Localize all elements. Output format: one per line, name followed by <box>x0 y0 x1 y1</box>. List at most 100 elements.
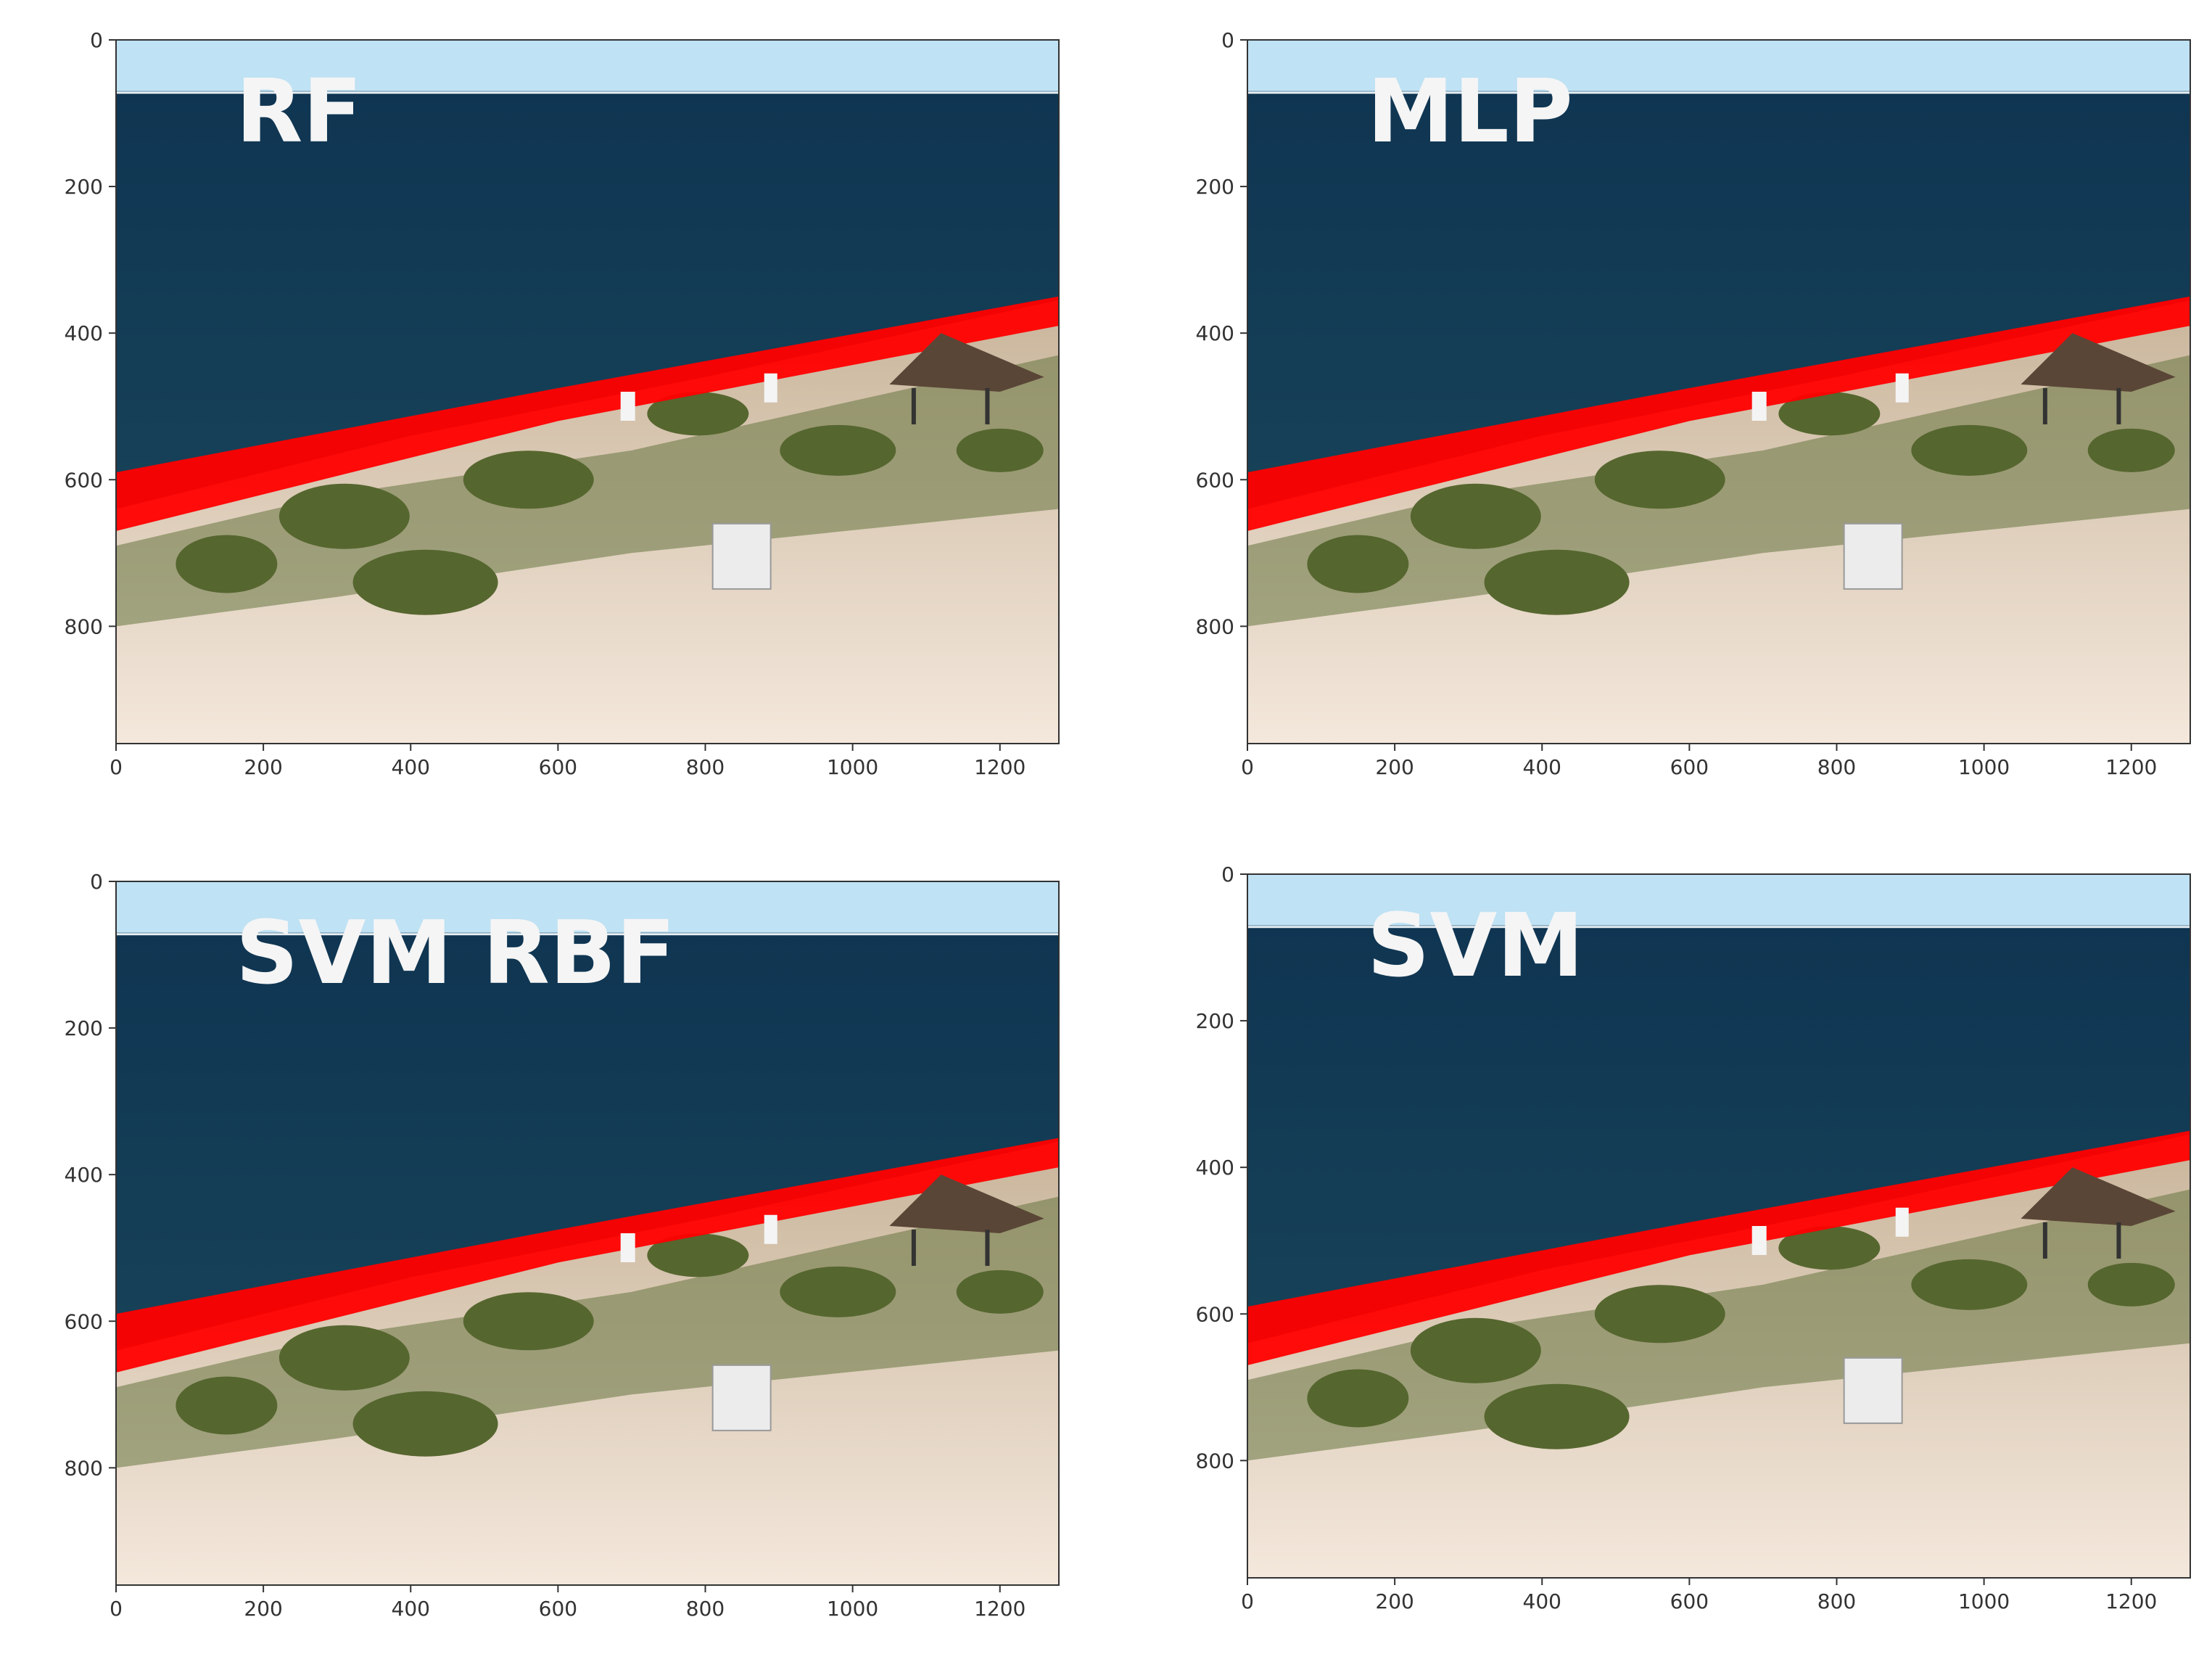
x-tick-label: 400 <box>392 1597 430 1621</box>
y-tick-label: 200 <box>65 175 103 199</box>
bush <box>176 535 278 593</box>
x-tick-label: 1200 <box>974 1597 1025 1621</box>
panel-svg: 0 200 400 600 800 1000 1200 0 200 400 600 800 SVM <box>1196 863 2191 1613</box>
x-tick-label: 0 <box>110 755 123 779</box>
x-tick-label: 0 <box>1241 755 1254 779</box>
x-tick-label: 600 <box>539 1597 577 1621</box>
hut-post <box>911 387 916 424</box>
panel-label: MLP <box>1367 62 1573 162</box>
x-tick-label: 1000 <box>1958 755 2010 779</box>
y-tick-label: 200 <box>1196 175 1234 199</box>
y-tick-label: 400 <box>1196 321 1234 345</box>
panel-label: SVM <box>1367 896 1584 997</box>
x-tick-label: 800 <box>686 1597 725 1621</box>
x-tick-label: 1000 <box>827 755 878 779</box>
axes-frame <box>115 881 1060 1586</box>
white-box <box>711 522 772 590</box>
hut-roof <box>2021 333 2176 392</box>
x-tick-label: 600 <box>1670 755 1709 779</box>
x-tick-label: 0 <box>110 1597 123 1621</box>
hut-post <box>2116 387 2121 424</box>
x-tick-label: 800 <box>1817 1589 1856 1613</box>
bush <box>352 549 498 615</box>
y-tick-label: 0 <box>90 870 103 894</box>
axes-frame <box>115 39 1060 744</box>
post-marker <box>1895 1207 1909 1237</box>
y-tick-label: 800 <box>65 614 103 638</box>
sky <box>116 881 1059 937</box>
sky <box>1247 874 2190 929</box>
panel-label: RF <box>236 62 362 162</box>
panel-svg: 0 200 400 600 800 1000 1200 0 200 400 600 800 SVM RB… <box>65 870 1060 1621</box>
hut-post <box>985 1229 990 1266</box>
x-tick-label: 0 <box>1241 1589 1254 1613</box>
y-tick-label: 800 <box>65 1456 103 1480</box>
bush <box>956 1270 1044 1314</box>
segmentation-band <box>116 296 1059 531</box>
x-tick-label: 1000 <box>827 1597 878 1621</box>
white-box <box>711 1364 772 1431</box>
bush <box>1911 1259 2028 1310</box>
x-tick-label: 400 <box>1523 1589 1561 1613</box>
hut-roof <box>889 1174 1044 1233</box>
bush <box>1410 483 1541 549</box>
bush <box>2087 428 2175 472</box>
x-tick-label: 1200 <box>2105 1589 2157 1613</box>
bush <box>278 483 410 549</box>
bush <box>1484 1383 1630 1449</box>
sky <box>116 40 1059 95</box>
bush <box>1778 1226 1881 1270</box>
x-tick-label: 800 <box>686 755 725 779</box>
panel-svg: 0 200 400 600 800 1000 1200 0 200 400 600 800 MLP <box>1196 28 2191 779</box>
segmentation-band <box>1247 296 2190 531</box>
panel-svg: 0 200 400 600 800 1000 1200 0 200 400 600 800 RF <box>65 28 1060 779</box>
post-marker <box>1751 392 1767 421</box>
hut-post <box>2116 1222 2121 1259</box>
panel-svm-rbf: 0 200 400 600 800 1000 1200 0 200 400 600 800 SVM RB… <box>0 842 1088 1654</box>
y-tick-label: 200 <box>1196 1009 1234 1033</box>
axes-frame <box>1247 873 2191 1579</box>
bush <box>647 1233 749 1277</box>
segmentation-band <box>1247 1130 2190 1365</box>
y-tick-label: 600 <box>65 468 103 492</box>
post-marker <box>620 392 635 421</box>
y-tick-label: 600 <box>1196 468 1234 492</box>
x-tick-label: 600 <box>1670 1589 1709 1613</box>
bush <box>780 424 896 476</box>
bush <box>1594 450 1725 509</box>
x-tick-label: 600 <box>539 755 577 779</box>
y-tick-label: 0 <box>1221 28 1234 52</box>
bush <box>1484 549 1630 615</box>
bush <box>463 1292 594 1351</box>
y-tick-label: 0 <box>1221 863 1234 886</box>
post-marker <box>764 1214 777 1244</box>
hut-post <box>911 1229 916 1266</box>
panel-label: SVM RBF <box>236 903 675 1004</box>
panel-mlp: 0 200 400 600 800 1000 1200 0 200 400 600 800 MLP <box>1131 0 2212 812</box>
bush <box>278 1325 410 1391</box>
bush <box>956 428 1044 472</box>
y-tick-label: 400 <box>1196 1156 1234 1180</box>
photo <box>1247 40 2190 744</box>
y-tick-label: 200 <box>65 1016 103 1040</box>
x-tick-label: 200 <box>244 1597 282 1621</box>
bush <box>1911 424 2028 476</box>
bush <box>1307 1369 1409 1428</box>
bush <box>1410 1317 1541 1383</box>
y-tick-label: 0 <box>90 28 103 52</box>
post-marker <box>620 1233 635 1262</box>
photo <box>1247 874 2190 1578</box>
y-tick-label: 800 <box>1196 614 1234 638</box>
post-marker <box>1751 1226 1767 1255</box>
x-tick-label: 1200 <box>974 755 1025 779</box>
bush <box>463 450 594 509</box>
bush <box>1594 1285 1725 1344</box>
x-tick-label: 200 <box>1375 1589 1414 1613</box>
x-tick-label: 200 <box>244 755 282 779</box>
y-tick-label: 400 <box>65 321 103 345</box>
hut-roof <box>2021 1167 2176 1226</box>
hut-post <box>2042 387 2047 424</box>
y-tick-label: 800 <box>1196 1449 1234 1473</box>
hut-post <box>2042 1222 2047 1259</box>
